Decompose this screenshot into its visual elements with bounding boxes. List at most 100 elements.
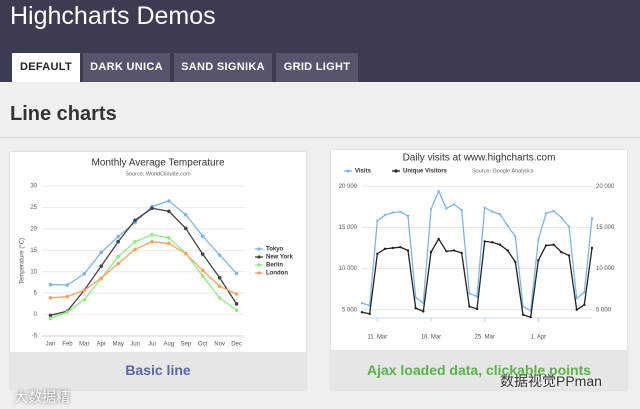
point (491, 210, 494, 213)
point (399, 245, 402, 249)
series-line (50, 241, 237, 299)
point (360, 301, 364, 305)
point (200, 234, 205, 238)
header: Highcharts Demos DEFAULT DARK UNICA SAND… (0, 0, 640, 82)
point (82, 288, 87, 292)
point (445, 207, 448, 210)
card-caption[interactable]: Ajax loaded data, clickable points (366, 362, 592, 378)
legend-marker (257, 263, 261, 267)
point (65, 283, 70, 287)
y-tick-label: 15 (30, 248, 37, 254)
point (575, 308, 578, 311)
point (544, 212, 548, 215)
chart-subtitle: Source: WorldClimate.com (125, 171, 191, 177)
x-tick-label: Mar (79, 342, 89, 348)
point (48, 282, 53, 287)
point (498, 243, 502, 246)
y-tick-label: 30 (30, 184, 37, 190)
legend-marker (394, 169, 398, 173)
point (399, 210, 402, 213)
point (514, 235, 517, 238)
point (414, 296, 417, 299)
divider (0, 137, 640, 138)
card-caption[interactable]: Basic line (125, 362, 191, 378)
chart-title: Daily visits at www.highcharts.com (403, 153, 556, 164)
legend-marker (257, 255, 261, 259)
x-tick-label: Feb (62, 342, 73, 348)
point (376, 252, 379, 255)
point (150, 233, 154, 237)
point (567, 225, 571, 228)
y-tick-label: 10 000 (339, 266, 358, 272)
point (99, 264, 104, 268)
y-tick-label: 5 (34, 291, 38, 297)
tab[interactable]: SAND SIGNIKA (174, 53, 272, 82)
x-tick-label: Oct (198, 342, 208, 348)
point (200, 268, 205, 273)
point (167, 236, 171, 240)
watermark: 数据视觉PPman (500, 373, 602, 389)
point (217, 275, 222, 280)
legend-marker (346, 169, 350, 173)
point (583, 291, 586, 294)
point (200, 252, 205, 256)
legend-label: Unique Visitors (403, 169, 448, 175)
y-tick-label: -5 (32, 334, 38, 340)
point (368, 312, 371, 316)
y2-tick-label: 5 000 (596, 307, 612, 313)
tab[interactable]: DARK UNICA (83, 53, 170, 82)
point (514, 260, 517, 264)
point (475, 295, 479, 298)
point (116, 254, 120, 259)
point (406, 249, 410, 252)
point (133, 247, 137, 252)
point (167, 209, 171, 214)
x-tick-label: May (112, 342, 123, 348)
point (183, 226, 188, 231)
point (590, 246, 594, 250)
point (167, 199, 171, 203)
point (383, 247, 387, 251)
point (483, 240, 486, 243)
x-tick-label: Nov (214, 342, 225, 348)
point (217, 284, 222, 289)
point (575, 297, 578, 300)
point (491, 241, 494, 244)
point (498, 213, 502, 216)
y-tick-label: 25 (30, 205, 37, 211)
point (567, 254, 571, 257)
point (360, 311, 364, 314)
legend-marker (257, 271, 261, 275)
point (200, 274, 205, 278)
point (537, 238, 540, 241)
chart-title: Monthly Average Temperature (91, 158, 224, 169)
y2-tick-label: 15 000 (596, 225, 615, 231)
y-tick-label: 5 000 (342, 307, 358, 313)
point (234, 302, 239, 306)
point (391, 246, 394, 250)
point (406, 214, 410, 218)
point (133, 218, 137, 223)
tab[interactable]: GRID LIGHT (276, 53, 358, 82)
point (468, 305, 471, 308)
point (82, 272, 87, 276)
point (217, 296, 222, 300)
x-tick-label: Jun (130, 342, 140, 348)
point (544, 244, 548, 247)
x-tick-label: Jul (148, 342, 156, 348)
point (48, 313, 53, 318)
x-tick-label: Jan (46, 342, 56, 348)
point (590, 217, 594, 220)
point (234, 271, 239, 276)
y2-tick-label: 20 000 (596, 184, 615, 190)
y-tick-label: 10 (30, 269, 37, 275)
point (552, 209, 555, 213)
legend-label: Berlin (266, 263, 283, 269)
point (150, 206, 154, 211)
tab[interactable]: DEFAULT (12, 53, 80, 82)
point (445, 250, 448, 253)
point (183, 212, 188, 217)
point (483, 206, 486, 209)
point (437, 237, 440, 241)
x-tick-label: 11. Mar (367, 335, 387, 341)
